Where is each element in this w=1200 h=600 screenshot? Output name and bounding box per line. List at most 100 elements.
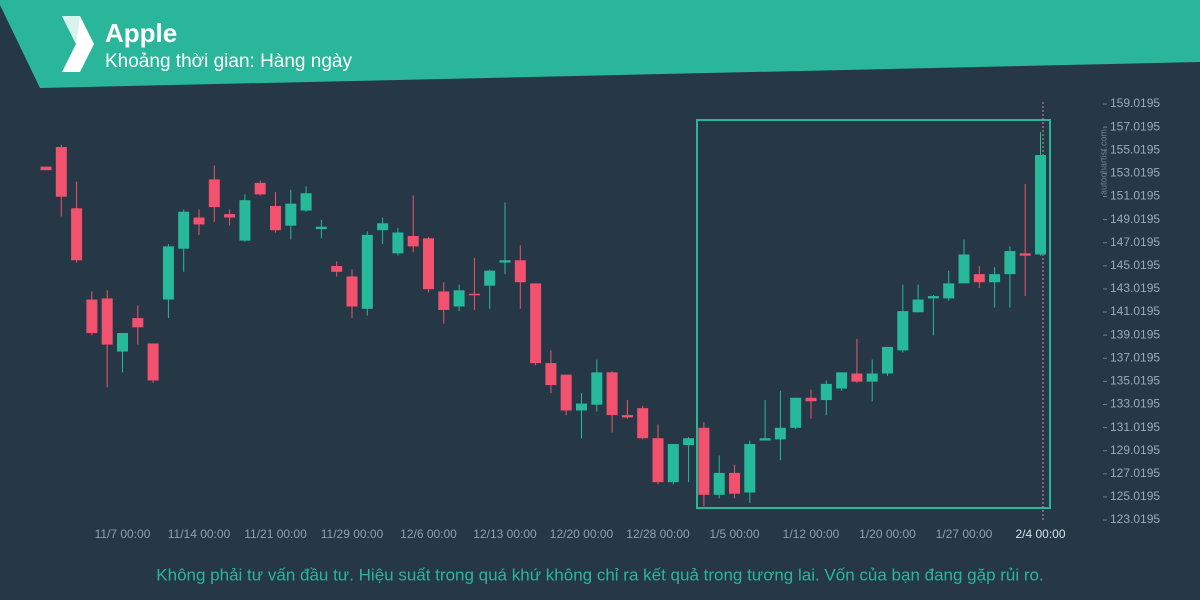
candle-body [285,203,297,226]
y-tick-label: 145.0195 [1110,258,1160,272]
candle-body [989,274,1001,283]
candle-body [759,438,771,441]
candle-body [407,236,419,247]
y-tick-label: 125.0195 [1110,489,1160,503]
x-tick-label: 11/21 00:00 [244,527,307,541]
candle-body [132,318,144,328]
candle-body [254,182,266,195]
logo [62,16,94,72]
y-tick-label: 153.0195 [1110,166,1160,180]
y-tick-label: 133.0195 [1110,397,1160,411]
y-tick-label: 157.0195 [1110,119,1160,133]
y-tick-label: 159.0195 [1110,96,1160,110]
chart-title: Apple [105,18,177,48]
y-tick-label: 143.0195 [1110,281,1160,295]
candle-body [484,270,496,286]
y-tick-label: 149.0195 [1110,212,1160,226]
y-tick-label: 129.0195 [1110,443,1160,457]
candle-body [361,234,373,309]
candle-body [468,293,480,296]
logo-shade [62,16,80,44]
candle-body [621,415,633,418]
candle-body [530,283,542,364]
candle-body [514,260,526,283]
y-tick-label: 127.0195 [1110,466,1160,480]
candle-body [866,373,878,382]
candle-body [973,274,985,283]
candle-body [576,403,587,411]
candle-body [377,223,389,231]
x-tick-label: 12/28 00:00 [626,527,690,541]
candle-body [147,343,159,381]
candle-body [820,383,832,401]
candle-body [86,299,98,334]
candle-body [270,205,281,231]
candle-body [851,373,863,382]
candle-body [744,443,756,493]
candle-body [55,147,67,197]
y-tick-label: 147.0195 [1110,235,1160,249]
candle-body [224,214,236,218]
candle-body [591,372,603,405]
candle-body [392,232,404,254]
x-tick-label: 12/6 00:00 [400,527,457,541]
x-tick-label: 2/4 00:00 [1015,527,1065,541]
x-tick-label: 11/14 00:00 [168,527,231,541]
y-tick-label: 155.0195 [1110,142,1160,156]
candle-body [162,246,174,300]
x-tick-label: 1/5 00:00 [709,527,759,541]
candle-body [683,438,695,446]
candle-body [331,266,343,272]
candle-body [805,397,817,402]
candle-body [438,291,450,310]
candle-body [958,254,970,284]
candle-body [300,193,312,211]
candle-body [315,226,327,230]
watermark: autochartist.com [1098,129,1108,195]
candle-body [346,276,358,307]
candle-body [101,298,113,345]
y-tick-label: 151.0195 [1110,189,1160,203]
y-tick-label: 139.0195 [1110,327,1160,341]
candle-body [882,346,893,374]
candle-body [729,472,740,494]
header-band [0,0,1200,88]
x-tick-label: 11/29 00:00 [321,527,384,541]
x-tick-label: 12/13 00:00 [473,527,537,541]
candle-body [40,166,52,171]
candle-body [453,290,465,307]
y-tick-label: 123.0195 [1110,512,1160,526]
candle-body [606,372,618,416]
candle-body [667,443,679,483]
x-tick-label: 12/20 00:00 [550,527,614,541]
candle-body [193,217,205,225]
y-tick-label: 137.0195 [1110,350,1160,364]
candle-body [927,296,939,299]
y-tick-label: 131.0195 [1110,420,1160,434]
candle-body [208,179,220,208]
y-tick-label: 141.0195 [1110,304,1160,318]
candle-body [423,238,434,290]
candle-body [790,397,802,428]
x-tick-label: 1/12 00:00 [783,527,840,541]
candle-body [1035,155,1046,255]
candle-body [836,372,848,389]
x-tick-label: 1/27 00:00 [936,527,993,541]
y-tick-label: 135.0195 [1110,374,1160,388]
disclaimer: Không phải tư vấn đầu tư. Hiệu suất tron… [156,565,1043,584]
chart-subtitle: Khoảng thời gian: Hàng ngày [105,51,352,72]
candle-body [912,299,924,313]
x-tick-label: 11/7 00:00 [95,527,151,541]
candle-body [774,427,786,440]
candle-body [545,363,557,386]
candle-body [71,208,83,261]
x-tick-label: 1/20 00:00 [859,527,916,541]
candle-body [560,374,572,411]
candle-body [637,408,649,439]
candle-body [698,427,710,495]
candle-body [897,311,909,351]
candle-body [652,438,664,483]
candle-body [239,200,251,241]
